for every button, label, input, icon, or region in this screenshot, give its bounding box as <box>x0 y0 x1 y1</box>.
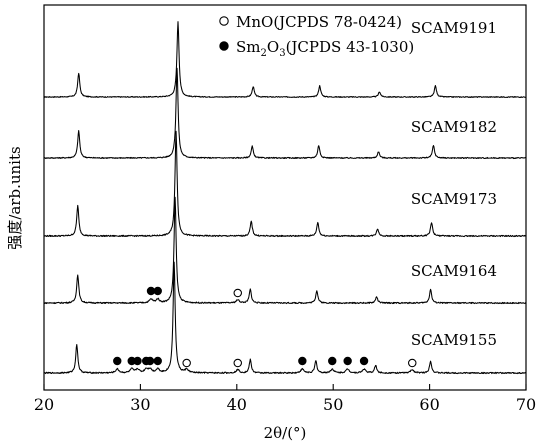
legend-sm2o3-text-o: O <box>267 38 279 56</box>
series-labels: SCAM9191 SCAM9182 SCAM9173 SCAM9164 SCAM9155 <box>411 19 497 349</box>
legend-sm2o3-sub-3: 3 <box>279 48 285 59</box>
sm2o3-marker-scam9155-0 <box>113 356 122 366</box>
x-axis-title: 2θ/(°) <box>264 424 307 442</box>
sm2o3-marker-scam9155-9 <box>359 356 369 366</box>
legend-sm2o3-marker <box>219 41 229 51</box>
legend-sm2o3-text-jcpds: (JCPDS 43-1030) <box>286 38 415 56</box>
x-tick-label-40: 40 <box>227 395 247 414</box>
sm2o3-marker-scam9155-2 <box>133 356 142 366</box>
x-tick-label-30: 30 <box>130 395 150 414</box>
x-tick-label-20: 20 <box>34 395 54 414</box>
mno-marker-scam9155-0 <box>182 358 191 368</box>
sm2o3-marker-scam9155-6 <box>298 356 307 366</box>
x-tick-label-70: 70 <box>516 395 536 414</box>
x-tick-label-50: 50 <box>323 395 343 414</box>
legend-sm2o3-text-sm: Sm <box>236 38 261 56</box>
series-label-scam9191: SCAM9191 <box>411 19 497 37</box>
x-tick-label-60: 60 <box>419 395 439 414</box>
sm2o3-marker-scam9155-4 <box>145 356 155 366</box>
series-label-scam9182: SCAM9182 <box>411 118 497 136</box>
phase-markers <box>113 286 417 368</box>
legend-sm2o3-label: Sm2O3(JCPDS 43-1030) <box>236 38 414 59</box>
sm2o3-marker-scam9164-1 <box>153 286 162 296</box>
y-axis-title: 强度/arb.units <box>6 146 24 249</box>
sm2o3-marker-scam9155-7 <box>328 356 337 366</box>
diffraction-traces <box>43 21 527 375</box>
sm2o3-marker-scam9155-8 <box>343 356 352 366</box>
series-label-scam9155: SCAM9155 <box>411 331 497 349</box>
series-label-scam9173: SCAM9173 <box>411 190 497 208</box>
legend-mno-label: MnO(JCPDS 78-0424) <box>236 13 402 31</box>
legend-mno-marker <box>219 16 229 26</box>
x-axis-ticks: 20 30 40 50 60 70 <box>34 384 536 414</box>
trace-scam9155 <box>43 261 527 375</box>
mno-marker-scam9155-2 <box>407 358 417 368</box>
mno-marker-scam9155-1 <box>233 358 243 368</box>
series-label-scam9164: SCAM9164 <box>411 262 497 280</box>
trace-scam9182 <box>43 67 527 160</box>
trace-scam9173 <box>43 130 527 238</box>
plot-frame <box>43 4 527 391</box>
trace-scam9164 <box>43 196 527 305</box>
legend: MnO(JCPDS 78-0424) Sm2O3(JCPDS 43-1030) <box>219 13 414 59</box>
sm2o3-marker-scam9155-5 <box>153 356 162 366</box>
mno-marker-scam9164-0 <box>233 288 243 298</box>
trace-scam9191 <box>43 21 527 98</box>
legend-sm2o3-sub-2: 2 <box>261 48 267 59</box>
